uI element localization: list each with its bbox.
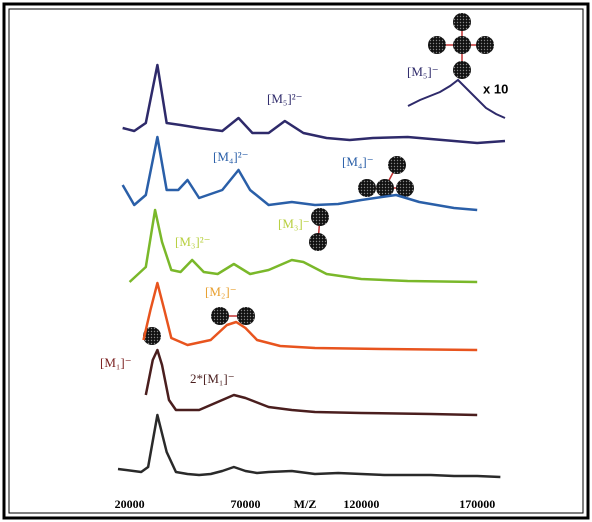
annotation: [M₅]⁻ [407, 64, 439, 79]
x-tick-label: 120000 [343, 497, 379, 511]
annotation: 2*[M₁]⁻ [190, 371, 235, 386]
annotation: [M₅]²⁻ [267, 91, 303, 106]
trace [128, 208, 478, 284]
annotation: [M₂]⁻ [205, 284, 237, 299]
annotation: [M₄]⁻ [342, 154, 374, 169]
x-tick-label: 170000 [459, 497, 495, 511]
trace [121, 135, 478, 212]
trace [117, 413, 501, 479]
annotation: [M₃]⁻ [278, 216, 310, 231]
trace [144, 348, 478, 417]
molecules [143, 13, 494, 345]
x-axis-label: M/Z [294, 497, 317, 511]
annotation: x 10 [483, 81, 508, 96]
x-tick-label: 70000 [230, 497, 260, 511]
annotation: [M₃]²⁻ [175, 234, 211, 249]
annotation: [M₄]²⁻ [213, 149, 249, 164]
frame-inner [8, 8, 584, 514]
inset-trace [407, 78, 506, 119]
x-tick-label: 20000 [115, 497, 145, 511]
trace [122, 63, 506, 145]
annotation: [M₁]⁻ [100, 355, 132, 370]
trace [142, 281, 478, 352]
